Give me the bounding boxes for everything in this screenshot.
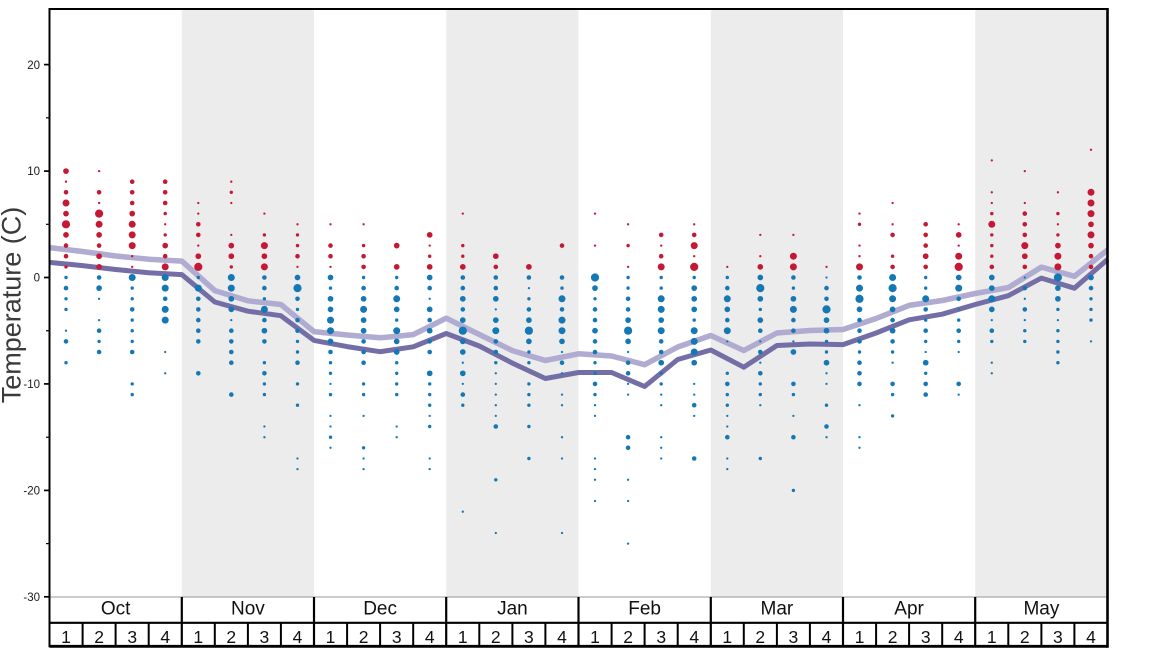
svg-text:3: 3 <box>1053 627 1063 647</box>
svg-text:2: 2 <box>755 627 765 647</box>
svg-text:3: 3 <box>127 627 137 647</box>
svg-text:10: 10 <box>27 166 40 178</box>
svg-text:3: 3 <box>789 627 799 647</box>
svg-text:-20: -20 <box>23 486 40 498</box>
svg-text:4: 4 <box>1086 627 1096 647</box>
svg-text:1: 1 <box>326 627 336 647</box>
svg-text:Dec: Dec <box>363 598 397 619</box>
svg-text:1: 1 <box>722 627 732 647</box>
svg-text:2: 2 <box>491 627 501 647</box>
svg-text:Feb: Feb <box>628 598 661 619</box>
svg-text:May: May <box>1023 598 1059 619</box>
svg-text:Nov: Nov <box>231 598 265 619</box>
svg-text:1: 1 <box>193 627 203 647</box>
svg-text:2: 2 <box>94 627 104 647</box>
svg-text:1: 1 <box>61 627 71 647</box>
svg-text:4: 4 <box>160 627 170 647</box>
svg-text:3: 3 <box>921 627 931 647</box>
svg-text:-30: -30 <box>23 592 40 604</box>
svg-text:2: 2 <box>1020 627 1030 647</box>
svg-text:Apr: Apr <box>894 598 924 619</box>
svg-text:1: 1 <box>458 627 468 647</box>
svg-text:3: 3 <box>392 627 402 647</box>
svg-text:0: 0 <box>34 273 40 285</box>
svg-text:20: 20 <box>27 60 40 72</box>
svg-text:1: 1 <box>855 627 865 647</box>
svg-text:4: 4 <box>425 627 435 647</box>
svg-text:4: 4 <box>822 627 832 647</box>
svg-text:4: 4 <box>293 627 303 647</box>
svg-text:4: 4 <box>954 627 964 647</box>
svg-text:-10: -10 <box>23 379 40 391</box>
svg-text:3: 3 <box>656 627 666 647</box>
svg-text:Temperature (C): Temperature (C) <box>0 207 27 404</box>
svg-text:Mar: Mar <box>761 598 794 619</box>
svg-text:2: 2 <box>888 627 898 647</box>
svg-text:2: 2 <box>226 627 236 647</box>
svg-text:4: 4 <box>689 627 699 647</box>
svg-text:2: 2 <box>623 627 633 647</box>
svg-text:1: 1 <box>987 627 997 647</box>
svg-text:1: 1 <box>590 627 600 647</box>
svg-text:4: 4 <box>557 627 567 647</box>
svg-text:3: 3 <box>260 627 270 647</box>
svg-text:Oct: Oct <box>101 598 131 619</box>
svg-text:3: 3 <box>524 627 534 647</box>
svg-text:2: 2 <box>359 627 369 647</box>
svg-text:Jan: Jan <box>497 598 528 619</box>
